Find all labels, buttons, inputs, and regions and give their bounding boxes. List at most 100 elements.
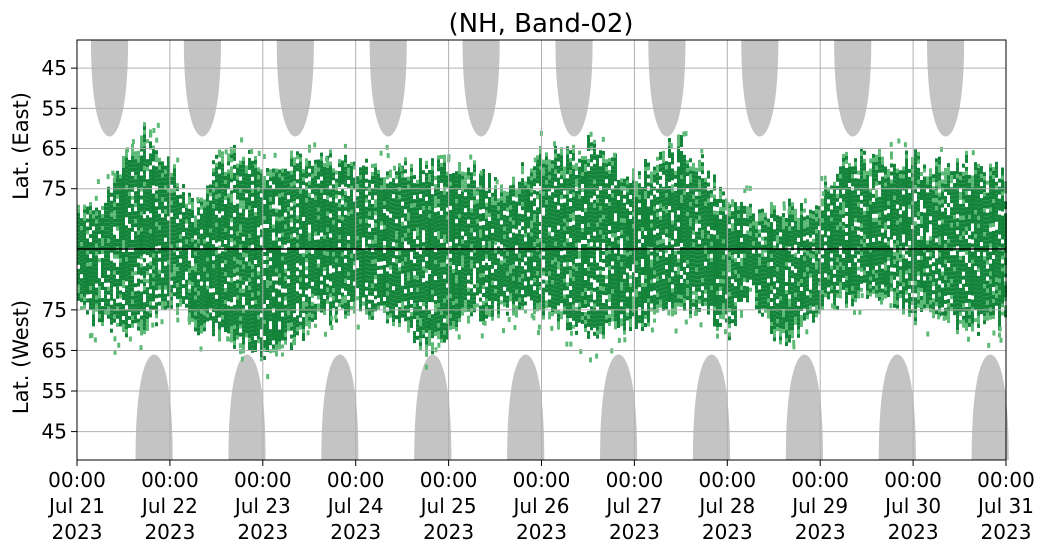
activity-cell	[182, 276, 185, 281]
activity-cell	[488, 205, 491, 209]
activity-cell	[128, 239, 131, 244]
activity-cell	[398, 207, 401, 212]
activity-cell	[125, 273, 128, 278]
activity-cell	[302, 181, 305, 185]
activity-cell	[494, 257, 497, 262]
activity-cell	[233, 332, 236, 337]
activity-cell	[134, 243, 137, 248]
activity-cell	[221, 167, 224, 172]
activity-cell	[209, 252, 212, 257]
activity-cell	[140, 147, 143, 152]
activity-cell	[314, 183, 317, 188]
activity-cell	[368, 235, 371, 240]
activity-cell	[248, 273, 251, 278]
activity-cell	[191, 314, 194, 318]
activity-cell	[218, 293, 221, 298]
activity-cell	[98, 310, 101, 315]
activity-cell	[278, 245, 281, 250]
activity-cell	[155, 158, 158, 163]
activity-cell	[419, 314, 422, 319]
activity-cell	[458, 182, 461, 186]
activity-cell	[434, 256, 437, 261]
activity-cell	[425, 304, 428, 309]
activity-cell	[245, 277, 248, 282]
activity-cell	[140, 263, 143, 268]
activity-cell	[251, 248, 254, 253]
activity-cell	[209, 188, 212, 193]
activity-cell	[179, 294, 182, 299]
activity-cell	[497, 206, 500, 211]
activity-cell	[125, 225, 128, 230]
activity-cell	[389, 225, 392, 230]
activity-cell	[233, 208, 236, 213]
activity-cell	[395, 227, 398, 232]
activity-cell	[188, 196, 191, 201]
activity-cell	[119, 194, 122, 199]
activity-cell	[248, 229, 251, 234]
activity-cell	[461, 295, 464, 300]
activity-cell	[212, 188, 215, 193]
activity-cell	[347, 195, 350, 200]
activity-cell	[284, 284, 287, 289]
activity-cell	[377, 237, 380, 242]
activity-cell	[470, 272, 473, 277]
activity-cell	[128, 215, 131, 220]
activity-cell	[455, 175, 458, 180]
activity-cell	[86, 250, 89, 255]
activity-cell	[209, 228, 212, 233]
activity-cell	[320, 272, 323, 277]
activity-cell	[239, 240, 242, 245]
activity-cell	[476, 215, 479, 220]
activity-cell	[506, 287, 509, 292]
activity-cell	[155, 198, 158, 203]
activity-cell	[269, 341, 272, 346]
activity-cell	[161, 293, 164, 298]
activity-cell	[380, 197, 383, 202]
activity-cell	[233, 284, 236, 289]
activity-cell	[434, 212, 437, 217]
activity-cell	[323, 207, 326, 211]
activity-cell	[161, 281, 164, 286]
activity-cell	[341, 212, 344, 217]
activity-cell	[491, 256, 494, 261]
activity-cell	[284, 312, 287, 317]
activity-cell	[479, 205, 482, 210]
activity-cell	[254, 284, 257, 288]
activity-cell	[503, 282, 506, 287]
activity-cell	[440, 338, 443, 343]
activity-cell	[419, 286, 422, 291]
activity-cell	[449, 221, 452, 226]
activity-cell	[344, 162, 347, 167]
activity-cell	[269, 201, 272, 206]
activity-cell	[218, 325, 221, 330]
activity-cell	[392, 218, 395, 223]
activity-cell	[344, 282, 347, 287]
activity-cell	[308, 204, 311, 209]
activity-cell	[443, 290, 446, 295]
activity-cell	[407, 260, 410, 265]
activity-cell	[257, 315, 260, 320]
activity-cell	[137, 270, 140, 275]
activity-cell	[452, 237, 455, 241]
activity-cell	[416, 231, 419, 236]
activity-cell	[440, 242, 443, 247]
activity-cell	[437, 211, 440, 216]
activity-cell	[482, 173, 485, 177]
activity-cell	[77, 268, 80, 273]
activity-cell	[128, 179, 131, 184]
activity-cell	[374, 179, 377, 184]
activity-cell	[314, 267, 317, 272]
activity-cell	[122, 232, 125, 236]
activity-cell	[161, 261, 164, 266]
activity-cell	[143, 142, 146, 147]
activity-cell	[425, 248, 428, 253]
activity-cell	[176, 271, 179, 276]
activity-cell	[143, 274, 146, 279]
activity-cell	[260, 273, 263, 278]
activity-cell	[464, 280, 467, 285]
activity-cell	[137, 262, 140, 267]
activity-cell	[248, 225, 251, 230]
activity-cell	[476, 191, 479, 196]
activity-cell	[452, 313, 455, 317]
activity-cell	[506, 279, 509, 284]
